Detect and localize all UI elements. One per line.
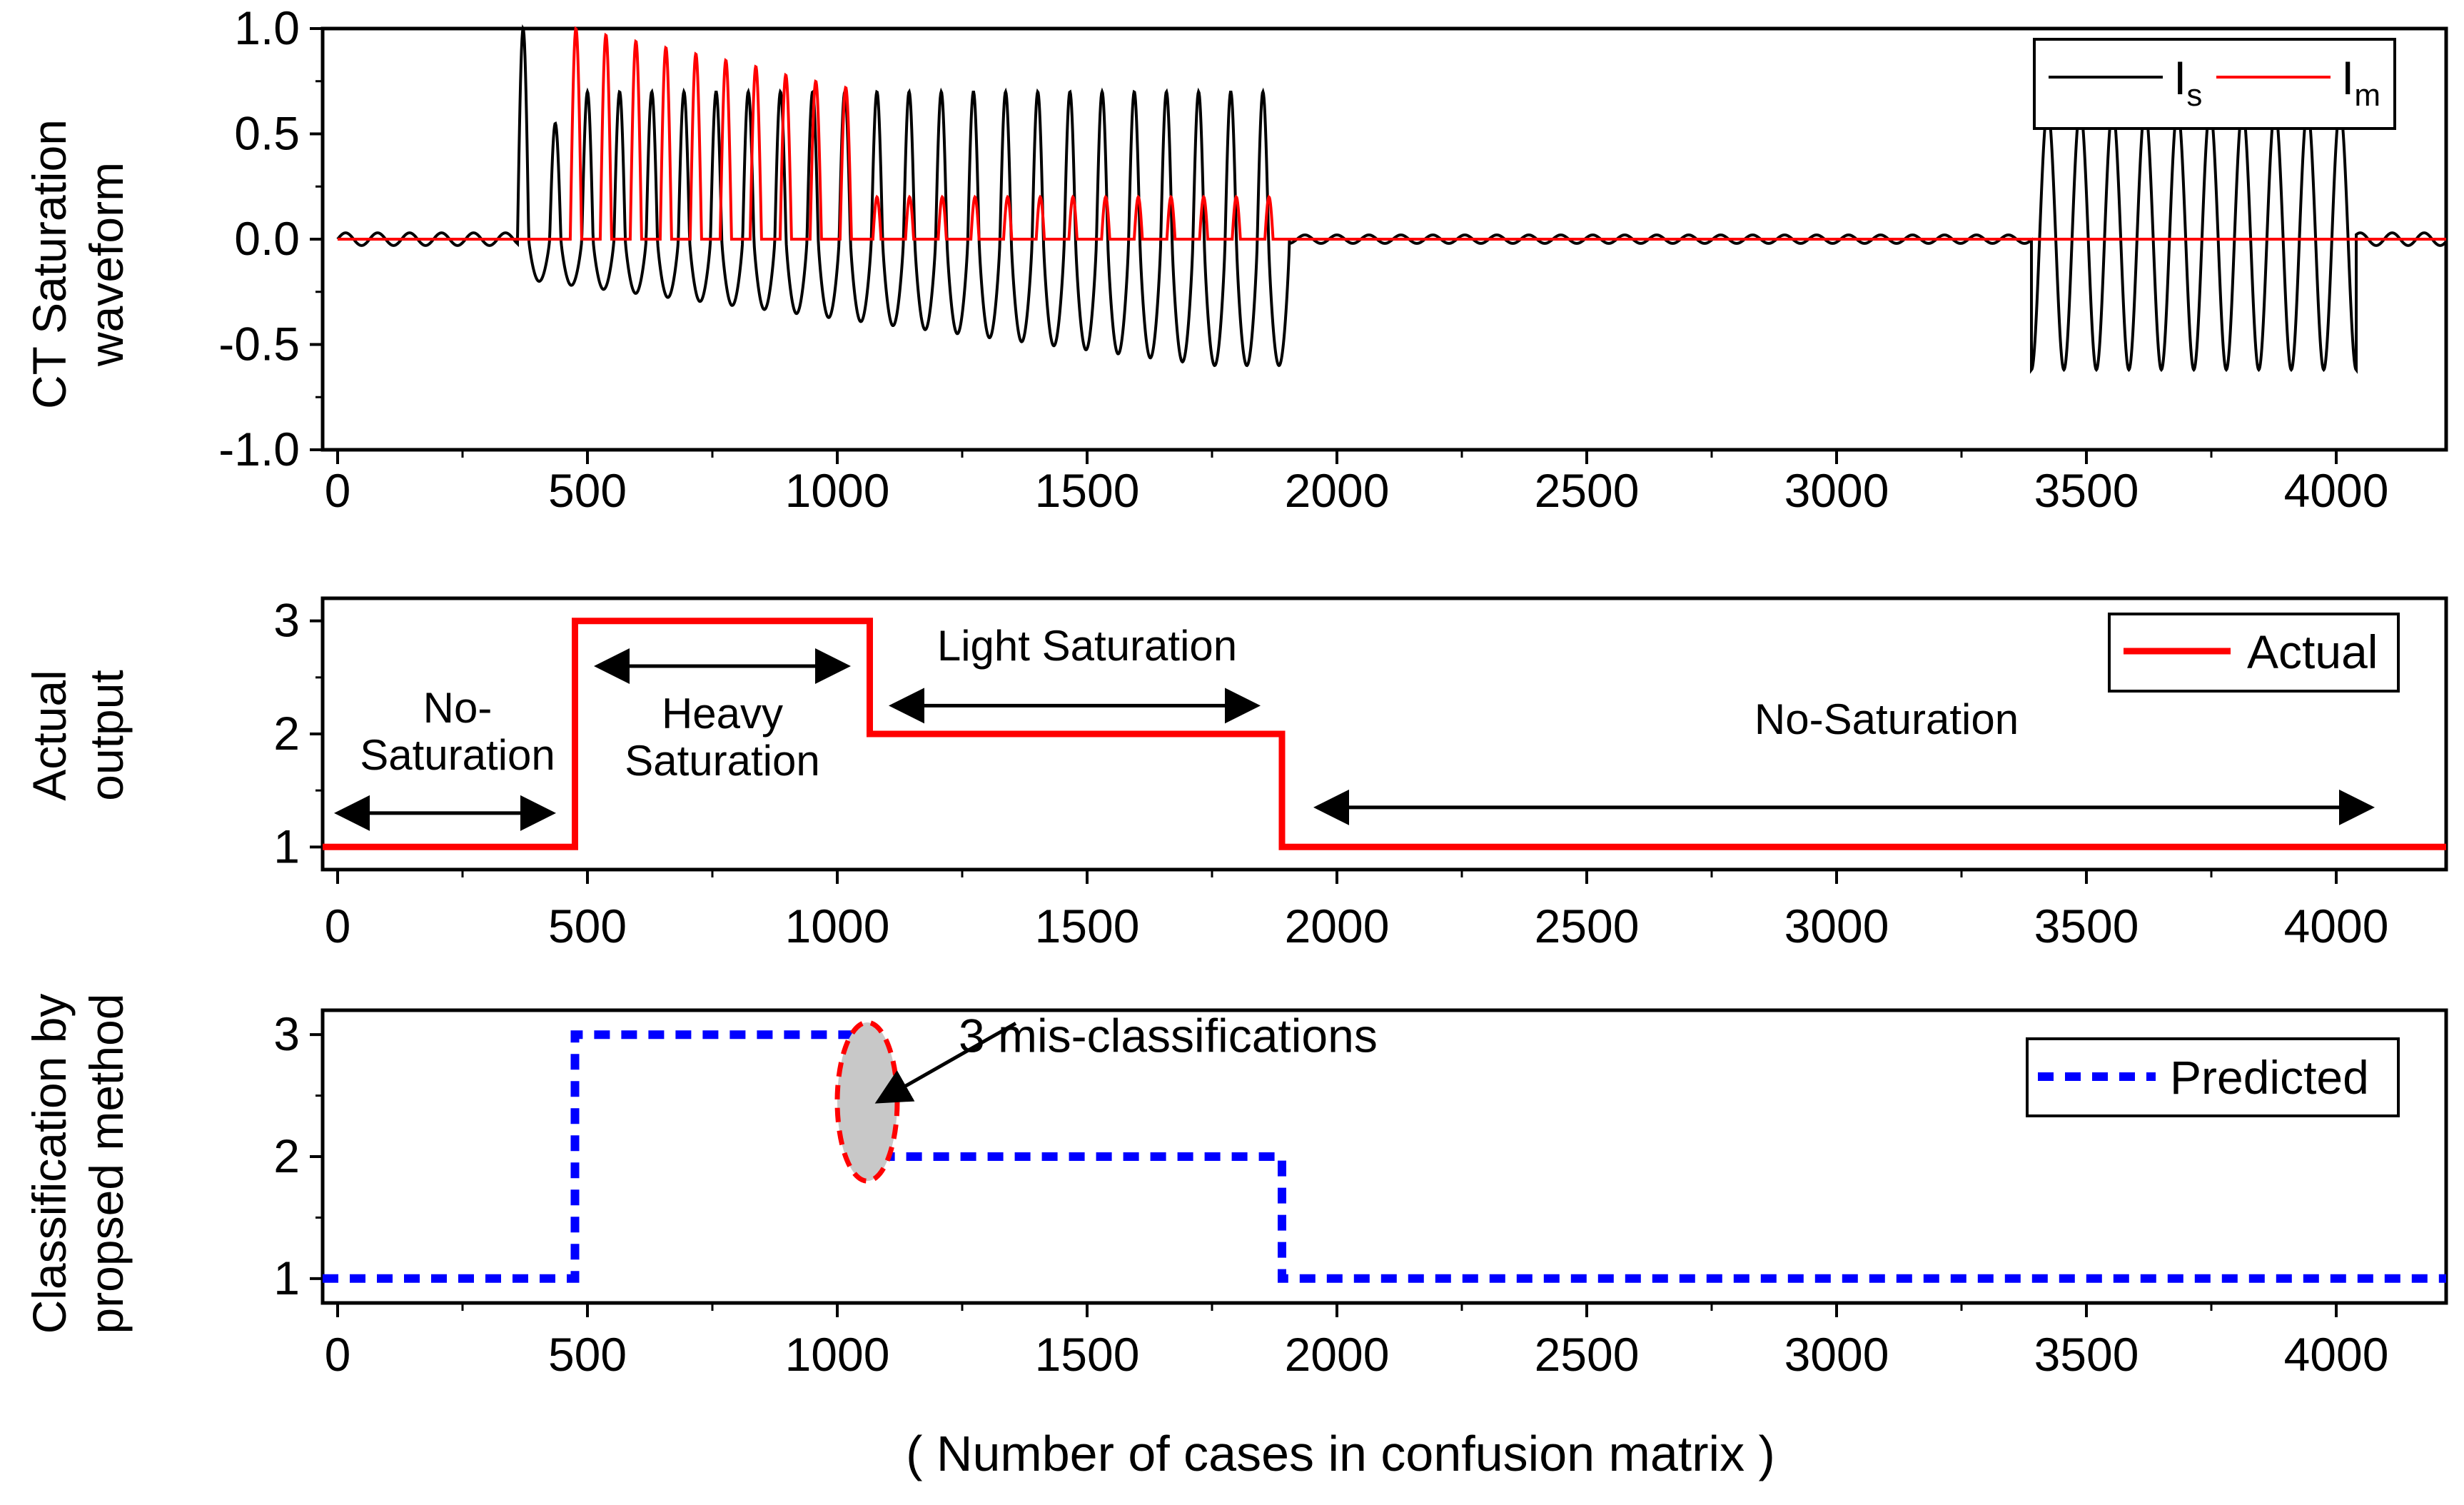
y-tick-label: 3: [273, 1007, 300, 1060]
x-tick-label: 500: [548, 464, 627, 517]
y-axis-title-line-2: output: [80, 670, 133, 801]
x-tick-label: 1500: [1035, 900, 1140, 952]
legend: Predicted: [2026, 1037, 2400, 1117]
annotation-label: Light Saturation: [937, 622, 1237, 670]
y-axis-title-line-2: propsed method: [80, 994, 133, 1334]
x-tick-label: 3000: [1784, 900, 1889, 952]
x-tick-label: 2000: [1285, 464, 1390, 517]
x-tick-label: 0: [325, 464, 351, 517]
annotation-label: Saturation: [360, 731, 555, 779]
annotation-label: 3 mis-classifications: [959, 1009, 1378, 1062]
y-tick-label: 0.0: [234, 212, 300, 265]
x-tick-label: 0: [325, 1328, 351, 1381]
legend-label-predicted: Predicted: [2170, 1051, 2369, 1104]
x-tick-label: 4000: [2284, 900, 2389, 952]
x-tick-label: 2000: [1285, 900, 1390, 952]
y-axis-title-line-2: waveform: [80, 162, 133, 367]
x-tick-label: 3000: [1784, 464, 1889, 517]
x-tick-label: 2000: [1285, 1328, 1390, 1381]
legend: Is Im: [2033, 38, 2396, 130]
series-im-line: [338, 26, 2446, 241]
legend-label-im: Im: [2341, 51, 2380, 113]
x-tick-label: 500: [548, 900, 627, 952]
x-tick-label: 3500: [2034, 900, 2139, 952]
series-layer: [336, 24, 2448, 374]
x-tick-label: 500: [548, 1328, 627, 1381]
y-tick-label: 1: [273, 1252, 300, 1304]
y-axis: -1.0 -0.5 0.0 0.5 1.0: [218, 1, 323, 475]
annotation-layer: 3 mis-classifications: [834, 1009, 1378, 1184]
legend-box: [2033, 38, 2396, 130]
y-axis: 1 2 3: [273, 594, 323, 872]
y-tick-label: 2: [273, 707, 300, 760]
y-axis-title-line-1: Classification by: [23, 994, 76, 1334]
annotation-label: Heavy: [662, 690, 783, 738]
x-tick-label: 2500: [1535, 900, 1640, 952]
x-axis: 0 500 1000 1500 2000 2500 3000 3500 4000: [325, 870, 2389, 952]
y-axis-title-line-1: Actual: [23, 670, 76, 800]
legend-label-is: Is: [2173, 51, 2202, 113]
y-axis-title: CT Saturation waveform: [23, 119, 133, 409]
misclassification-highlight: [834, 1020, 900, 1184]
y-axis: 1 2 3: [273, 1007, 323, 1304]
x-tick-label: 3000: [1784, 1328, 1889, 1381]
y-axis-title: Actual output: [23, 670, 133, 801]
x-tick-label: 1000: [785, 464, 890, 517]
y-tick-label: -0.5: [218, 318, 300, 371]
predicted-panel: 1 2 3 0 500 1000 1500 2000 2500 3000 3500 4000 3 m…: [23, 994, 2448, 1381]
y-tick-label: 1: [273, 820, 300, 872]
x-axis: 0 500 1000 1500 2000 2500 3000 3500 4000: [325, 1303, 2389, 1381]
y-tick-label: -1.0: [218, 423, 300, 475]
x-tick-label: 1500: [1035, 464, 1140, 517]
x-tick-label: 4000: [2284, 1328, 2389, 1381]
annotation-label: No-Saturation: [1754, 695, 2019, 743]
x-tick-label: 1000: [785, 1328, 890, 1381]
y-axis-title-line-1: CT Saturation: [23, 119, 76, 409]
x-tick-label: 3500: [2034, 464, 2139, 517]
waveform-panel: -1.0 -0.5 0.0 0.5 1.0 0 500 1000 1500 2000 2500 30…: [23, 1, 2448, 517]
x-tick-label: 3500: [2034, 1328, 2139, 1381]
x-tick-label: 2500: [1535, 464, 1640, 517]
series-layer: [323, 618, 2446, 850]
legend-box: [2026, 1037, 2400, 1117]
y-tick-label: 3: [273, 594, 300, 647]
legend-label-actual: Actual: [2247, 625, 2378, 678]
legend: Actual: [2108, 613, 2400, 693]
series-actual-line: [323, 618, 2446, 850]
y-axis-title: Classification by propsed method: [23, 994, 133, 1334]
y-tick-label: 0.5: [234, 107, 300, 160]
x-tick-label: 1000: [785, 900, 890, 952]
x-tick-label: 0: [325, 900, 351, 952]
x-tick-label: 4000: [2284, 464, 2389, 517]
actual-output-panel: 1 2 3 0 500 1000 1500 2000 2500 3000 3500 4000 No-…: [23, 594, 2448, 952]
y-tick-label: 2: [273, 1129, 300, 1182]
y-tick-label: 1.0: [234, 1, 300, 54]
x-tick-label: 2500: [1535, 1328, 1640, 1381]
x-axis-title: ( Number of cases in confusion matrix ): [906, 1426, 1775, 1481]
x-tick-label: 1500: [1035, 1328, 1140, 1381]
x-axis: 0 500 1000 1500 2000 2500 3000 3500 4000: [325, 450, 2389, 517]
annotation-label: Saturation: [625, 737, 820, 785]
annotation-arrow: [874, 1022, 1017, 1104]
annotation-label: No-: [423, 684, 493, 732]
